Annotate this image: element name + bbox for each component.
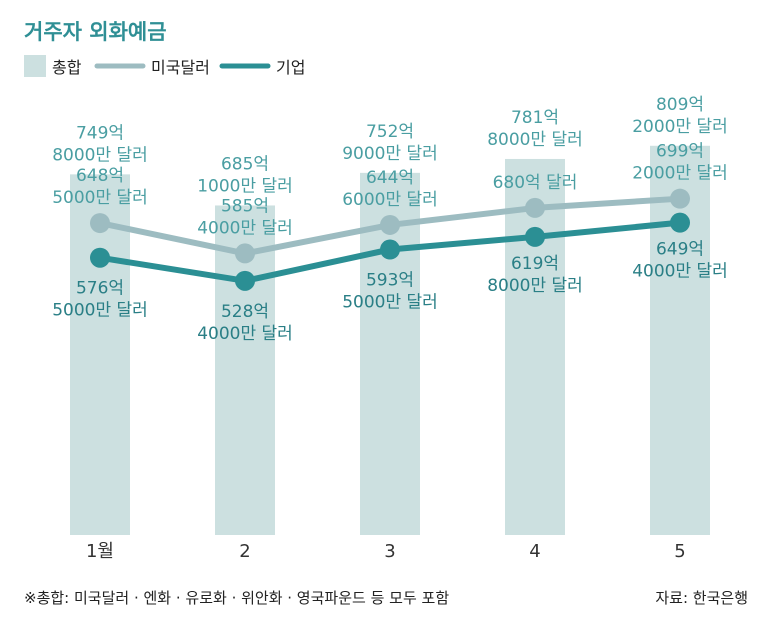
point-corp-4 bbox=[670, 212, 690, 233]
data-label-corp-2: 593억 5000만 달러 bbox=[342, 271, 438, 313]
data-label-usd-1: 585억 4000만 달러 bbox=[197, 196, 293, 238]
bar-total-3 bbox=[505, 158, 565, 535]
data-label-usd-0: 648억 5000만 달러 bbox=[52, 166, 148, 208]
labels-layer: 749억 8000만 달러 685억 1000만 달러 752억 9000만 달러 781억… bbox=[52, 95, 728, 344]
point-usd-2 bbox=[380, 214, 400, 235]
point-corp-0 bbox=[90, 247, 110, 268]
data-label-total-0: 749억 8000만 달러 bbox=[52, 123, 148, 165]
data-label-total-3: 781억 8000만 달러 bbox=[487, 108, 583, 150]
legend-label-corp: 기업 bbox=[276, 58, 305, 77]
point-usd-4 bbox=[670, 188, 690, 209]
data-label-corp-3: 619억 8000만 달러 bbox=[487, 254, 583, 296]
x-axis: 1월 2 3 4 5 bbox=[86, 541, 686, 562]
data-label-corp-0: 576억 5000만 달러 bbox=[52, 279, 148, 321]
point-corp-2 bbox=[380, 239, 400, 260]
x-tick-2: 3 bbox=[384, 541, 395, 562]
x-tick-4: 5 bbox=[674, 541, 685, 562]
legend: 총합 미국달러 기업 bbox=[24, 55, 305, 77]
bar-total-0 bbox=[70, 174, 130, 536]
legend-label-usd: 미국달러 bbox=[151, 58, 210, 77]
data-label-usd-2: 644억 6000만 달러 bbox=[342, 168, 438, 210]
data-label-total-4: 809억 2000만 달러 bbox=[632, 95, 728, 137]
footnote: ※총합: 미국달러 · 엔화 · 유로화 · 위안화 · 영국파운드 등 모두 … bbox=[24, 589, 449, 607]
point-corp-3 bbox=[525, 226, 545, 247]
chart-title: 거주자 외화예금 bbox=[24, 20, 167, 44]
data-label-corp-1: 528억 4000만 달러 bbox=[197, 302, 293, 344]
bar-total-4 bbox=[650, 145, 710, 536]
lines-layer bbox=[90, 188, 690, 291]
bars-layer bbox=[70, 145, 710, 536]
data-label-corp-4: 649억 4000만 달러 bbox=[632, 240, 728, 282]
legend-swatch-total bbox=[24, 55, 46, 77]
x-tick-1: 2 bbox=[239, 541, 250, 562]
legend-label-total: 총합 bbox=[52, 58, 82, 77]
point-usd-3 bbox=[525, 197, 545, 218]
x-tick-0: 1월 bbox=[86, 541, 114, 562]
point-usd-0 bbox=[90, 213, 110, 234]
data-label-total-2: 752억 9000만 달러 bbox=[342, 122, 438, 164]
data-label-total-1: 685억 1000만 달러 bbox=[197, 154, 293, 196]
point-corp-1 bbox=[235, 270, 255, 291]
x-tick-3: 4 bbox=[529, 541, 540, 562]
point-usd-1 bbox=[235, 243, 255, 264]
source-note: 자료: 한국은행 bbox=[655, 589, 748, 607]
data-label-usd-3: 680억 달러 bbox=[493, 173, 578, 193]
data-label-usd-4: 699억 2000만 달러 bbox=[632, 142, 728, 184]
